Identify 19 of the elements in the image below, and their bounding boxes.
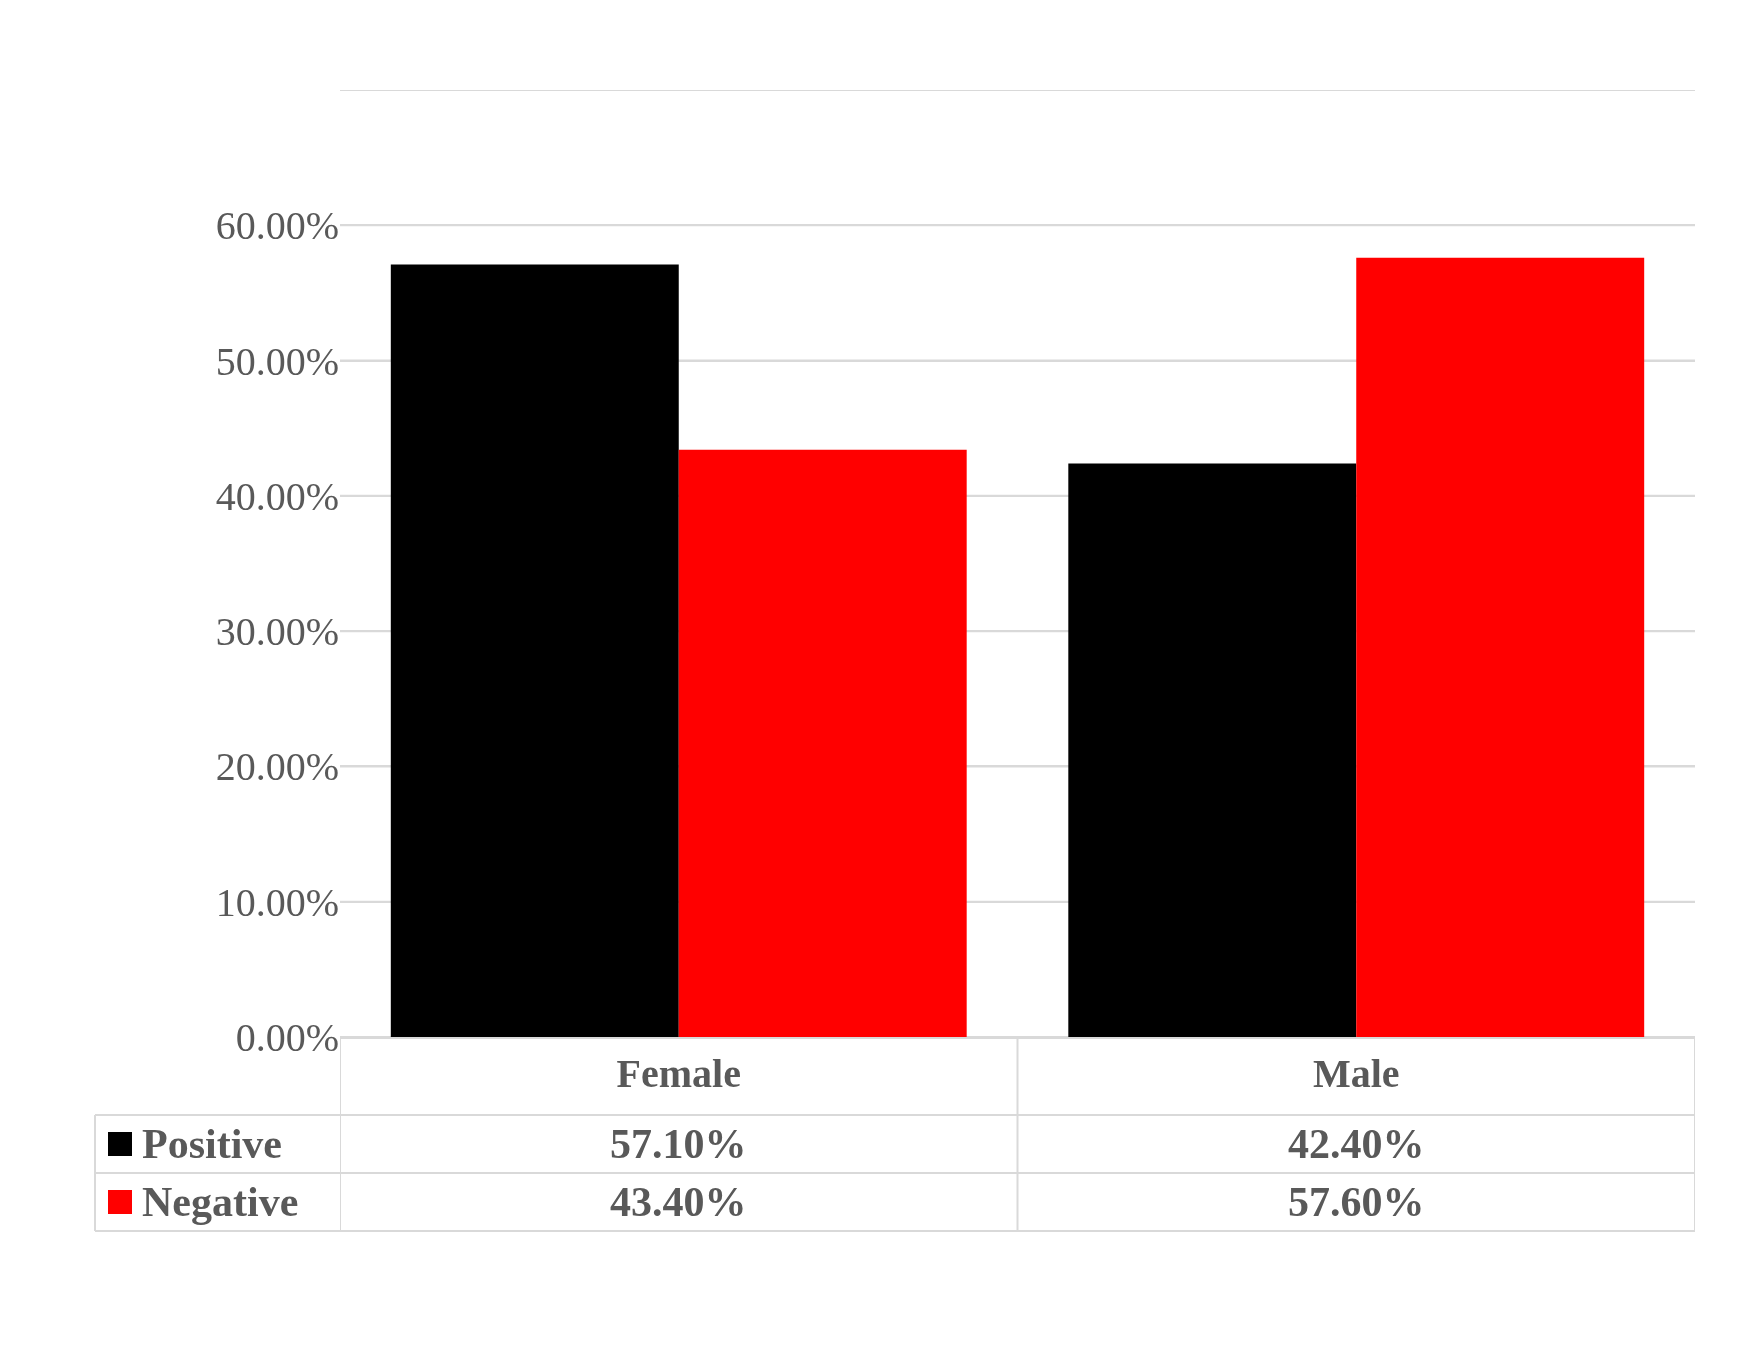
y-tick-label: 10.00% (215, 879, 339, 925)
y-tick-label: 60.00% (215, 203, 339, 249)
y-tick-label: 30.00% (215, 609, 339, 655)
bar (1068, 463, 1357, 1037)
data-label: 57.60% (1288, 1179, 1425, 1225)
y-tick-label: 40.00% (215, 473, 339, 519)
data-label: 42.40% (1288, 1121, 1425, 1167)
bar (678, 449, 967, 1037)
legend-label: Positive (142, 1121, 282, 1167)
bar (390, 264, 679, 1037)
data-label: 43.40% (610, 1179, 747, 1225)
x-tick-label: Male (1312, 1051, 1400, 1096)
x-tick-label: Female (616, 1051, 741, 1096)
bar (1356, 257, 1645, 1037)
data-label: 57.10% (610, 1121, 747, 1167)
legend-label: Negative (142, 1179, 299, 1225)
y-tick-label: 50.00% (215, 338, 339, 384)
y-tick-label: 0.00% (235, 1015, 339, 1060)
y-tick-label: 20.00% (215, 744, 339, 790)
